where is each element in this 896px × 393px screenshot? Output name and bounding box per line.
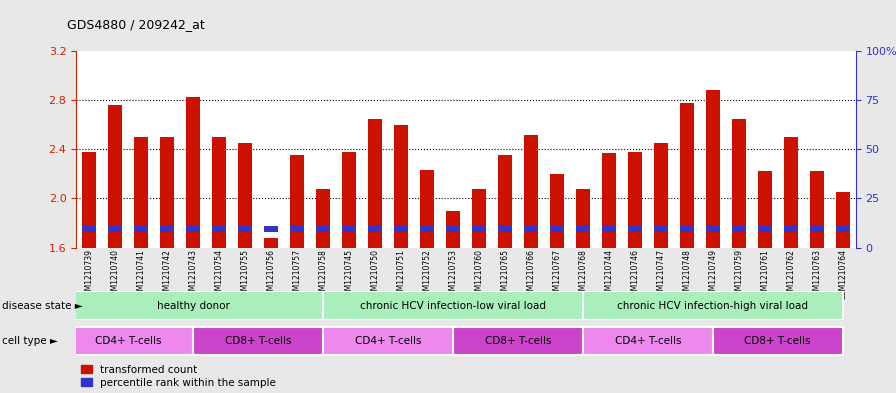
Bar <box>498 156 512 248</box>
Bar <box>758 226 771 232</box>
Bar <box>82 226 96 232</box>
Bar <box>316 226 330 232</box>
Bar <box>628 226 642 232</box>
Bar <box>238 226 252 232</box>
Bar <box>810 171 823 248</box>
Bar <box>654 143 668 248</box>
Text: GDS4880 / 209242_at: GDS4880 / 209242_at <box>67 18 205 31</box>
Bar <box>680 103 694 248</box>
Bar <box>134 226 148 232</box>
Bar <box>732 226 745 232</box>
Bar <box>784 226 797 232</box>
Bar <box>82 152 96 248</box>
Text: disease state ►: disease state ► <box>2 301 82 310</box>
Bar <box>420 226 434 232</box>
Bar <box>342 152 356 248</box>
Bar <box>706 90 719 248</box>
Bar <box>810 226 823 232</box>
Bar <box>446 211 460 248</box>
Bar <box>160 226 174 232</box>
Text: healthy donor: healthy donor <box>157 301 229 310</box>
Bar <box>420 170 434 248</box>
Bar <box>524 226 538 232</box>
Bar <box>524 134 538 248</box>
Bar <box>394 226 408 232</box>
Bar <box>602 226 616 232</box>
Bar <box>108 105 122 248</box>
Bar <box>836 192 849 248</box>
Bar <box>316 189 330 248</box>
Bar <box>498 226 512 232</box>
Bar <box>680 226 694 232</box>
Bar <box>576 189 590 248</box>
Bar <box>472 189 486 248</box>
FancyBboxPatch shape <box>323 327 453 355</box>
Bar <box>550 226 564 232</box>
FancyBboxPatch shape <box>63 292 323 320</box>
Bar <box>108 226 122 232</box>
Bar <box>758 171 771 248</box>
FancyBboxPatch shape <box>194 327 323 355</box>
Text: CD8+ T-cells: CD8+ T-cells <box>485 336 551 346</box>
Bar <box>368 119 382 248</box>
Bar <box>186 226 200 232</box>
Bar <box>784 137 797 248</box>
Bar <box>836 226 849 232</box>
Bar <box>394 125 408 248</box>
Text: CD4+ T-cells: CD4+ T-cells <box>615 336 681 346</box>
Text: CD8+ T-cells: CD8+ T-cells <box>745 336 811 346</box>
Bar <box>732 119 745 248</box>
Bar <box>550 174 564 248</box>
FancyBboxPatch shape <box>713 327 842 355</box>
Bar <box>264 226 278 232</box>
Bar <box>654 226 668 232</box>
Text: CD8+ T-cells: CD8+ T-cells <box>225 336 291 346</box>
Text: cell type ►: cell type ► <box>2 336 57 346</box>
FancyBboxPatch shape <box>323 292 582 320</box>
Bar <box>368 226 382 232</box>
Bar <box>602 153 616 248</box>
FancyBboxPatch shape <box>63 327 194 355</box>
Text: chronic HCV infection-high viral load: chronic HCV infection-high viral load <box>617 301 808 310</box>
Bar <box>446 226 460 232</box>
Bar <box>706 226 719 232</box>
Text: CD4+ T-cells: CD4+ T-cells <box>355 336 421 346</box>
Bar <box>134 137 148 248</box>
Text: chronic HCV infection-low viral load: chronic HCV infection-low viral load <box>360 301 546 310</box>
Bar <box>160 137 174 248</box>
Text: CD4+ T-cells: CD4+ T-cells <box>95 336 161 346</box>
Bar <box>342 226 356 232</box>
Bar <box>212 137 226 248</box>
Bar <box>290 156 304 248</box>
Bar <box>290 226 304 232</box>
Bar <box>576 226 590 232</box>
Legend: transformed count, percentile rank within the sample: transformed count, percentile rank withi… <box>82 365 276 388</box>
Bar <box>238 143 252 248</box>
Bar <box>212 226 226 232</box>
Bar <box>186 97 200 248</box>
Bar <box>628 152 642 248</box>
FancyBboxPatch shape <box>583 327 713 355</box>
FancyBboxPatch shape <box>453 327 583 355</box>
Bar <box>472 226 486 232</box>
FancyBboxPatch shape <box>583 292 843 320</box>
Bar <box>264 238 278 248</box>
